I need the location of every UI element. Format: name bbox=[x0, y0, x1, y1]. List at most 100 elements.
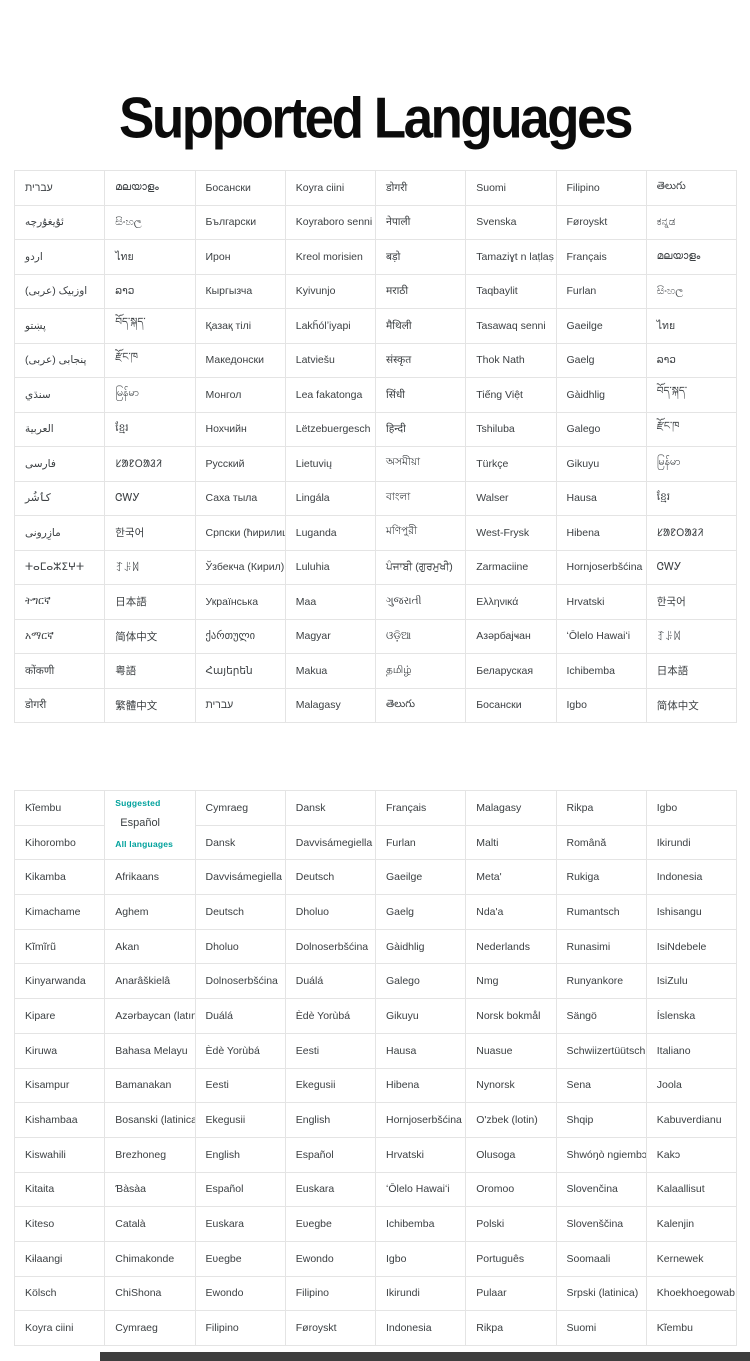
language-cell[interactable]: Français bbox=[556, 240, 647, 275]
language-cell[interactable]: తెలుగు bbox=[376, 688, 467, 723]
language-cell[interactable]: Furlan bbox=[376, 825, 467, 861]
language-cell[interactable]: עברית bbox=[195, 688, 286, 723]
language-cell[interactable]: Svenska bbox=[466, 205, 557, 240]
language-cell[interactable]: 繁體中文 bbox=[105, 688, 196, 723]
language-cell[interactable]: Indonesia bbox=[376, 1311, 467, 1346]
language-cell[interactable]: Нохчийн bbox=[195, 412, 286, 447]
language-cell[interactable]: Olusoga bbox=[466, 1137, 557, 1173]
language-cell[interactable]: ລາວ bbox=[105, 274, 196, 309]
language-cell[interactable]: Ekegusii bbox=[195, 1103, 286, 1138]
language-cell[interactable]: Sängö bbox=[556, 999, 647, 1034]
language-cell[interactable]: Rikpa bbox=[556, 791, 647, 826]
language-cell[interactable]: Български bbox=[195, 205, 286, 240]
language-cell[interactable]: Davvisámegiella bbox=[285, 825, 376, 861]
language-cell[interactable]: فارسی bbox=[15, 447, 106, 482]
language-cell[interactable]: Kĩmĩrũ bbox=[15, 929, 106, 965]
language-cell[interactable]: Eʋegbe bbox=[195, 1241, 286, 1277]
language-cell[interactable]: සිංහල bbox=[646, 274, 737, 309]
language-cell[interactable]: Soomaali bbox=[556, 1241, 647, 1277]
language-cell[interactable]: Azərbaycan (latın) bbox=[105, 999, 196, 1034]
language-cell[interactable]: 日本語 bbox=[105, 585, 196, 620]
language-cell[interactable]: Pulaar bbox=[466, 1276, 557, 1312]
language-cell[interactable]: Nuasue bbox=[466, 1033, 557, 1069]
language-cell[interactable]: অসমীয়া bbox=[376, 447, 467, 482]
language-cell[interactable]: Cymraeg bbox=[195, 791, 286, 826]
language-cell[interactable]: Kitaita bbox=[15, 1172, 106, 1208]
language-cell[interactable]: Magyar bbox=[285, 619, 376, 654]
language-cell[interactable]: Kernewek bbox=[646, 1241, 737, 1277]
language-cell[interactable]: IsiZulu bbox=[646, 964, 737, 1000]
language-cell[interactable]: Igbo bbox=[376, 1241, 467, 1277]
language-cell[interactable]: Zarmaciine bbox=[466, 550, 557, 585]
language-cell[interactable]: བོད་སྐད་ bbox=[646, 378, 737, 413]
language-cell[interactable]: Dholuo bbox=[195, 929, 286, 965]
language-cell[interactable]: Ichibemba bbox=[556, 654, 647, 689]
language-cell[interactable]: Luluhia bbox=[285, 550, 376, 585]
language-cell[interactable]: Schwiizertüütsch bbox=[556, 1033, 647, 1069]
language-cell[interactable]: Kalenjin bbox=[646, 1207, 737, 1242]
language-cell[interactable]: Lakȟólʼiyapi bbox=[285, 309, 376, 344]
language-cell[interactable]: Kölsch bbox=[15, 1276, 106, 1312]
language-cell[interactable]: Hrvatski bbox=[376, 1137, 467, 1173]
language-cell[interactable]: Tiếng Việt bbox=[466, 378, 557, 413]
language-cell[interactable]: Filipino bbox=[195, 1311, 286, 1346]
language-cell[interactable]: Runasimi bbox=[556, 929, 647, 965]
language-cell[interactable]: ລາວ bbox=[646, 343, 737, 378]
language-cell[interactable]: Қазақ тілі bbox=[195, 309, 286, 344]
language-cell[interactable]: Kiswahili bbox=[15, 1137, 106, 1173]
language-cell[interactable]: മലയാളം bbox=[646, 240, 737, 275]
language-cell[interactable]: اوزبیک (عربی) bbox=[15, 274, 106, 309]
language-cell[interactable]: Kiteso bbox=[15, 1207, 106, 1242]
language-cell[interactable]: Nederlands bbox=[466, 929, 557, 965]
language-cell[interactable]: العربية bbox=[15, 412, 106, 447]
language-cell[interactable]: West-Frysk bbox=[466, 516, 557, 551]
language-cell[interactable]: Joola bbox=[646, 1068, 737, 1104]
language-cell[interactable]: Gikuyu bbox=[556, 447, 647, 482]
language-cell[interactable]: Malti bbox=[466, 825, 557, 861]
language-cell[interactable]: Türkçe bbox=[466, 447, 557, 482]
language-cell[interactable]: Bahasa Melayu bbox=[105, 1033, 196, 1069]
language-cell[interactable]: बड़ो bbox=[376, 240, 467, 275]
language-cell[interactable]: 日本語 bbox=[646, 654, 737, 689]
language-cell[interactable]: עברית bbox=[15, 171, 106, 206]
language-cell[interactable]: ᏣᎳᎩ bbox=[105, 481, 196, 516]
language-cell[interactable]: Tasawaq senni bbox=[466, 309, 557, 344]
language-cell[interactable]: ትግርኛ bbox=[15, 585, 106, 620]
language-cell[interactable]: ChiShona bbox=[105, 1276, 196, 1312]
language-cell[interactable]: తెలుగు bbox=[646, 171, 737, 206]
language-cell[interactable]: Кыргызча bbox=[195, 274, 286, 309]
language-cell[interactable]: Galego bbox=[556, 412, 647, 447]
language-cell[interactable]: Kɨlaangi bbox=[15, 1241, 106, 1277]
language-cell[interactable]: English bbox=[195, 1137, 286, 1173]
language-cell[interactable]: 한국어 bbox=[646, 585, 737, 620]
language-cell[interactable]: ꆈꌠꉙ bbox=[646, 619, 737, 654]
language-cell[interactable]: Igbo bbox=[556, 688, 647, 723]
language-cell[interactable]: Duálá bbox=[195, 999, 286, 1034]
language-cell[interactable]: ไทย bbox=[646, 309, 737, 344]
language-cell[interactable]: Hausa bbox=[376, 1033, 467, 1069]
language-cell[interactable]: Dolnoserbšćina bbox=[195, 964, 286, 1000]
language-cell[interactable]: മലയാളം bbox=[105, 171, 196, 206]
language-cell[interactable]: Føroyskt bbox=[556, 205, 647, 240]
language-cell[interactable]: پنجابی (عربی) bbox=[15, 343, 106, 378]
language-cell[interactable]: Hibena bbox=[556, 516, 647, 551]
language-cell[interactable]: Nynorsk bbox=[466, 1068, 557, 1104]
language-cell[interactable]: Македонски bbox=[195, 343, 286, 378]
language-cell[interactable]: Hibena bbox=[376, 1068, 467, 1104]
language-cell[interactable]: Brezhoneg bbox=[105, 1137, 196, 1173]
language-cell[interactable]: اردو bbox=[15, 240, 106, 275]
language-cell[interactable]: Furlan bbox=[556, 274, 647, 309]
language-cell[interactable]: Kishambaa bbox=[15, 1103, 106, 1138]
language-cell[interactable]: Kikamba bbox=[15, 860, 106, 896]
language-cell[interactable]: Kĩembu bbox=[646, 1311, 737, 1346]
language-cell[interactable]: Koyraboro senni bbox=[285, 205, 376, 240]
language-cell[interactable]: Ekegusii bbox=[285, 1068, 376, 1104]
language-cell[interactable]: Азәрбајҹан bbox=[466, 619, 557, 654]
language-cell[interactable]: Ўзбекча (Кирил) bbox=[195, 550, 286, 585]
language-cell[interactable]: Makua bbox=[285, 654, 376, 689]
language-cell[interactable]: Anarâškielâ bbox=[105, 964, 196, 1000]
language-cell[interactable]: Hrvatski bbox=[556, 585, 647, 620]
language-cell[interactable]: ქართული bbox=[195, 619, 286, 654]
language-cell[interactable]: Eesti bbox=[285, 1033, 376, 1069]
language-cell[interactable]: Deutsch bbox=[285, 860, 376, 896]
